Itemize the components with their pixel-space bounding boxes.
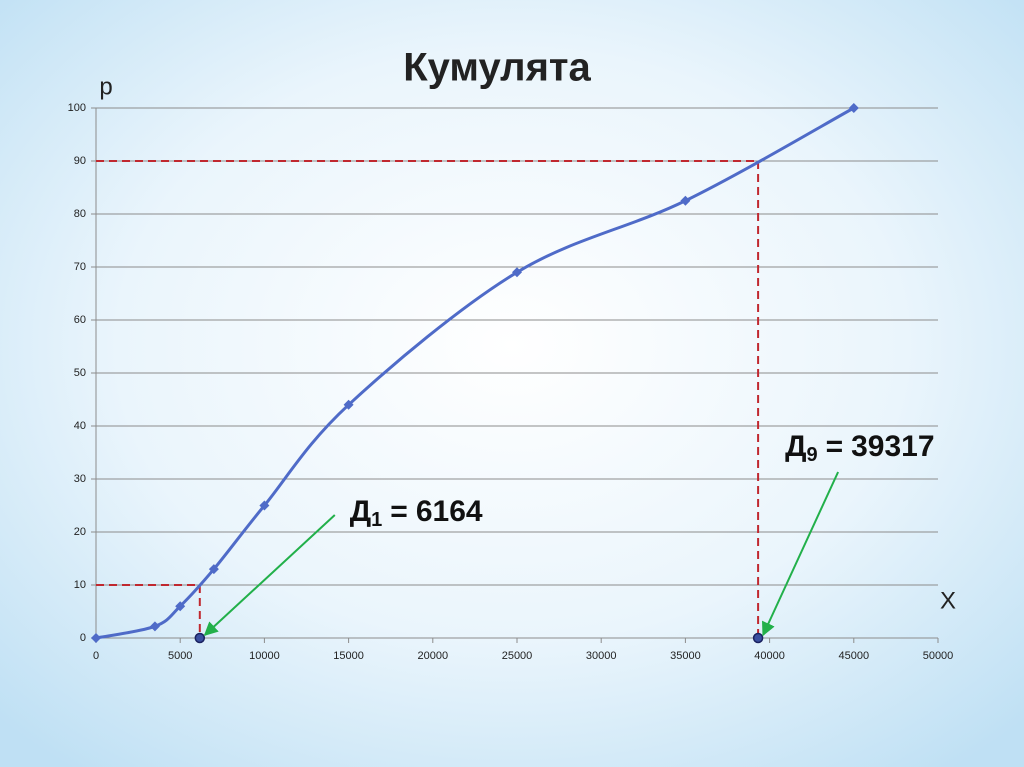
x-tick-label: 40000 xyxy=(754,650,785,662)
x-tick-label: 45000 xyxy=(839,650,870,662)
y-tick-label: 50 xyxy=(74,367,86,379)
data-point xyxy=(680,195,691,206)
annotation-arrow xyxy=(203,514,336,636)
data-point xyxy=(175,601,186,612)
x-tick-label: 50000 xyxy=(923,650,954,662)
y-tick-label: 40 xyxy=(74,420,86,432)
quantile-marker xyxy=(194,632,206,644)
data-point xyxy=(343,399,354,410)
data-point xyxy=(208,564,219,575)
x-tick-label: 0 xyxy=(93,650,99,662)
annotation-label: Д9 = 39317 xyxy=(785,430,934,466)
y-tick-label: 90 xyxy=(74,155,86,167)
chart-title: Кумулята xyxy=(403,46,591,90)
x-tick-label: 15000 xyxy=(333,650,364,662)
data-point xyxy=(91,633,101,643)
annotation-relation: = xyxy=(390,495,408,528)
data-point xyxy=(512,267,522,278)
annotation-symbol: Д xyxy=(785,430,806,463)
annotation-value: 39317 xyxy=(851,430,934,463)
y-tick-label: 20 xyxy=(74,526,86,538)
data-point xyxy=(149,621,160,632)
x-tick-label: 30000 xyxy=(586,650,617,662)
x-tick-label: 5000 xyxy=(168,650,192,662)
y-axis-label: p xyxy=(99,73,112,100)
quantile-marker xyxy=(752,632,764,644)
annotation-label: Д1 = 6164 xyxy=(350,495,483,531)
y-tick-label: 100 xyxy=(68,102,86,114)
annotation-symbol: Д xyxy=(350,495,371,528)
x-tick-label: 10000 xyxy=(249,650,280,662)
annotation-arrow xyxy=(762,471,840,637)
data-point xyxy=(259,500,270,511)
data-point xyxy=(848,103,859,113)
annotation-relation: = xyxy=(826,430,844,463)
annotation-value: 6164 xyxy=(416,495,483,528)
y-tick-label: 80 xyxy=(74,208,86,220)
x-tick-label: 35000 xyxy=(670,650,701,662)
y-tick-label: 30 xyxy=(74,473,86,485)
y-tick-label: 70 xyxy=(74,261,86,273)
y-tick-label: 10 xyxy=(74,579,86,591)
y-tick-label: 0 xyxy=(80,632,86,644)
annotation-index: 9 xyxy=(806,444,817,466)
y-tick-label: 60 xyxy=(74,314,86,326)
data-line xyxy=(95,106,855,640)
x-axis-label: X xyxy=(940,587,956,614)
annotation-index: 1 xyxy=(371,509,382,531)
x-tick-label: 20000 xyxy=(418,650,449,662)
x-tick-label: 25000 xyxy=(502,650,533,662)
